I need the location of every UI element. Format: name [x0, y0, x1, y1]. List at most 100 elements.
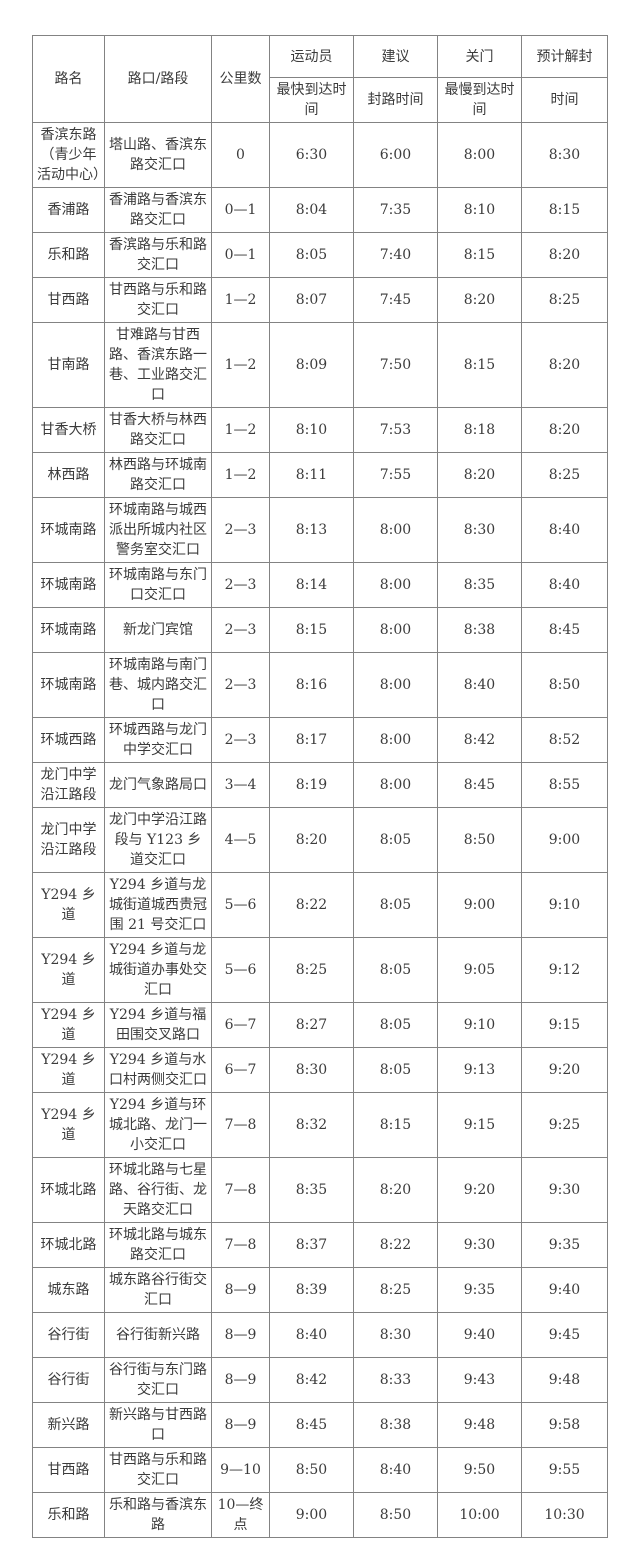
- cell-fastest: 8:11: [269, 452, 354, 498]
- cell-road: 环城南路: [32, 652, 105, 718]
- table-row: 谷行街 谷行街新兴路 8—9 8:40 8:30 9:40 9:45: [32, 1312, 608, 1358]
- cell-road: 龙门中学沿江路段: [32, 807, 105, 873]
- cell-unseal: 8:20: [521, 322, 608, 408]
- table-row: 林西路 林西路与环城南路交汇口 1—2 8:11 7:55 8:20 8:25: [32, 452, 608, 498]
- cell-suggested: 7:55: [353, 452, 438, 498]
- cell-km: 2—3: [211, 562, 270, 608]
- cell-section: Y294 乡道与福田围交叉路口: [104, 1002, 212, 1048]
- cell-section: 环城北路与七星路、谷行街、龙天路交汇口: [104, 1157, 212, 1223]
- table-row: 新兴路 新兴路与甘西路口 8—9 8:45 8:38 9:48 9:58: [32, 1402, 608, 1448]
- cell-km: 8—9: [211, 1402, 270, 1448]
- cell-suggested: 7:40: [353, 232, 438, 278]
- header-unseal-bottom: 时间: [521, 77, 608, 123]
- cell-section: 环城南路与南门巷、城内路交汇口: [104, 652, 212, 718]
- cell-gate: 8:35: [437, 562, 522, 608]
- cell-km: 1—2: [211, 277, 270, 323]
- cell-road: 龙门中学沿江路段: [32, 762, 105, 808]
- cell-road: 环城西路: [32, 717, 105, 763]
- cell-suggested: 6:00: [353, 122, 438, 188]
- cell-gate: 9:15: [437, 1092, 522, 1158]
- cell-fastest: 8:09: [269, 322, 354, 408]
- cell-section: 林西路与环城南路交汇口: [104, 452, 212, 498]
- cell-fastest: 8:45: [269, 1402, 354, 1448]
- cell-suggested: 8:40: [353, 1447, 438, 1493]
- cell-road: 新兴路: [32, 1402, 105, 1448]
- cell-unseal: 9:20: [521, 1047, 608, 1093]
- cell-gate: 9:13: [437, 1047, 522, 1093]
- cell-road: 甘西路: [32, 277, 105, 323]
- cell-km: 4—5: [211, 807, 270, 873]
- cell-unseal: 9:40: [521, 1267, 608, 1313]
- header-row-top: 路名 路口/路段 公里数 运动员 建议 关门 预计解封: [32, 35, 608, 123]
- cell-fastest: 8:50: [269, 1447, 354, 1493]
- cell-section: 甘西路与乐和路交汇口: [104, 277, 212, 323]
- cell-km: 10—终点: [211, 1492, 270, 1538]
- cell-section: 甘难路与甘西路、香滨东路一巷、工业路交汇口: [104, 322, 212, 408]
- cell-km: 0: [211, 122, 270, 188]
- table-row: 环城南路 环城南路与城西派出所城内社区警务室交汇口 2—3 8:13 8:00 8:30 8…: [32, 497, 608, 563]
- cell-road: Y294 乡道: [32, 1092, 105, 1158]
- table-row: 环城南路 新龙门宾馆 2—3 8:15 8:00 8:38 8:45: [32, 607, 608, 653]
- cell-fastest: 8:19: [269, 762, 354, 808]
- cell-km: 1—2: [211, 452, 270, 498]
- cell-fastest: 8:05: [269, 232, 354, 278]
- cell-km: 0—1: [211, 232, 270, 278]
- page: 路名 路口/路段 公里数 运动员 建议 关门 预计解封 最快到达时间 封路时间 …: [0, 35, 640, 1567]
- cell-suggested: 8:38: [353, 1402, 438, 1448]
- cell-fastest: 8:14: [269, 562, 354, 608]
- cell-gate: 8:18: [437, 407, 522, 453]
- cell-section: 香滨路与乐和路交汇口: [104, 232, 212, 278]
- cell-gate: 9:48: [437, 1402, 522, 1448]
- cell-road: 环城南路: [32, 497, 105, 563]
- cell-gate: 8:45: [437, 762, 522, 808]
- cell-km: 8—9: [211, 1357, 270, 1403]
- cell-km: 2—3: [211, 497, 270, 563]
- table-header: 路名 路口/路段 公里数 运动员 建议 关门 预计解封 最快到达时间 封路时间 …: [32, 35, 608, 123]
- cell-suggested: 8:00: [353, 607, 438, 653]
- table-row: Y294 乡道 Y294 乡道与龙城街道办事处交汇口 5—6 8:25 8:05 9:05…: [32, 937, 608, 1003]
- cell-km: 2—3: [211, 717, 270, 763]
- cell-km: 6—7: [211, 1002, 270, 1048]
- cell-unseal: 9:12: [521, 937, 608, 1003]
- cell-fastest: 8:04: [269, 187, 354, 233]
- header-fastest-bottom: 最快到达时间: [269, 77, 354, 123]
- cell-section: 环城北路与城东路交汇口: [104, 1222, 212, 1268]
- cell-gate: 8:15: [437, 232, 522, 278]
- cell-road: 香浦路: [32, 187, 105, 233]
- cell-unseal: 9:45: [521, 1312, 608, 1358]
- cell-suggested: 8:15: [353, 1092, 438, 1158]
- cell-unseal: 8:52: [521, 717, 608, 763]
- cell-suggested: 8:33: [353, 1357, 438, 1403]
- cell-unseal: 9:25: [521, 1092, 608, 1158]
- cell-fastest: 8:17: [269, 717, 354, 763]
- cell-km: 1—2: [211, 322, 270, 408]
- cell-road: Y294 乡道: [32, 872, 105, 938]
- cell-suggested: 8:50: [353, 1492, 438, 1538]
- cell-section: 环城南路与城西派出所城内社区警务室交汇口: [104, 497, 212, 563]
- cell-gate: 9:10: [437, 1002, 522, 1048]
- cell-fastest: 9:00: [269, 1492, 354, 1538]
- table-row: 甘西路 甘西路与乐和路交汇口 9—10 8:50 8:40 9:50 9:55: [32, 1447, 608, 1493]
- cell-section: Y294 乡道与环城北路、龙门一小交汇口: [104, 1092, 212, 1158]
- cell-km: 3—4: [211, 762, 270, 808]
- cell-suggested: 8:00: [353, 497, 438, 563]
- cell-section: 新兴路与甘西路口: [104, 1402, 212, 1448]
- cell-road: 环城北路: [32, 1222, 105, 1268]
- cell-unseal: 8:50: [521, 652, 608, 718]
- cell-section: 龙门气象路局口: [104, 762, 212, 808]
- cell-fastest: 8:27: [269, 1002, 354, 1048]
- table-body: 香滨东路（青少年活动中心） 塔山路、香滨东路交汇口 0 6:30 6:00 8:00 8:3…: [32, 122, 608, 1538]
- cell-section: 谷行街新兴路: [104, 1312, 212, 1358]
- cell-section: 甘西路与乐和路交汇口: [104, 1447, 212, 1493]
- cell-road: 环城南路: [32, 562, 105, 608]
- cell-unseal: 8:30: [521, 122, 608, 188]
- cell-road: 甘南路: [32, 322, 105, 408]
- cell-fastest: 8:32: [269, 1092, 354, 1158]
- cell-km: 7—8: [211, 1092, 270, 1158]
- table-row: 环城北路 环城北路与城东路交汇口 7—8 8:37 8:22 9:30 9:35: [32, 1222, 608, 1268]
- cell-fastest: 8:10: [269, 407, 354, 453]
- header-unseal-top: 预计解封: [521, 35, 608, 78]
- cell-fastest: 6:30: [269, 122, 354, 188]
- cell-gate: 9:30: [437, 1222, 522, 1268]
- cell-km: 6—7: [211, 1047, 270, 1093]
